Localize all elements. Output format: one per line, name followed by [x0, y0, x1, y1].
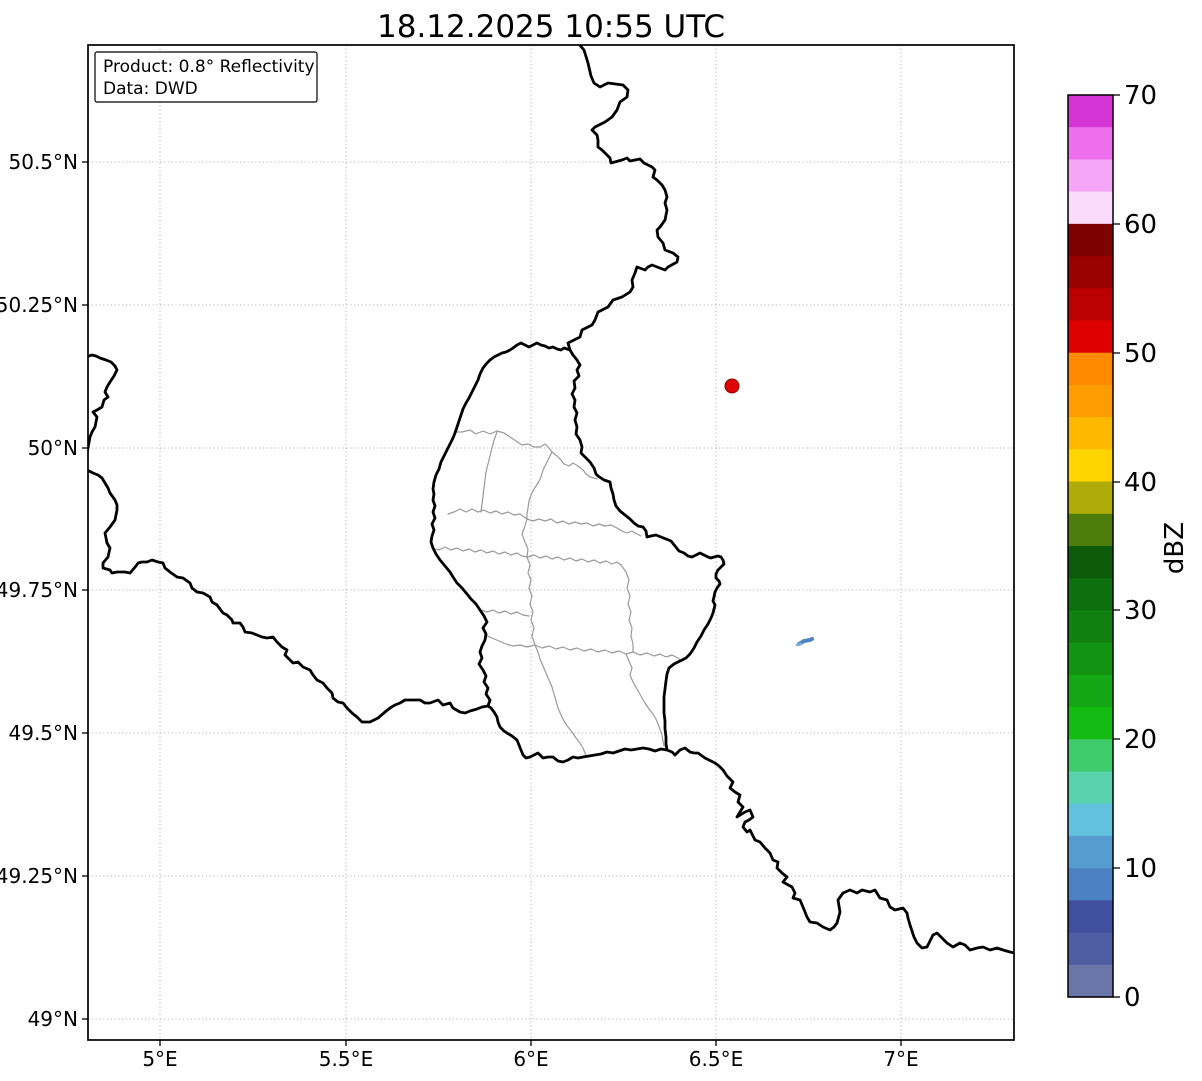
- colorbar-tick-labels: 70 60 50 40 30 20 10 0: [1124, 81, 1157, 1013]
- colorbar-segment: [1068, 771, 1113, 805]
- colorbar-segment: [1068, 223, 1113, 257]
- colorbar-segment: [1068, 932, 1113, 966]
- canton-line: [526, 451, 553, 520]
- colorbar-segment: [1068, 674, 1113, 708]
- lat-label: 50.5°N: [9, 150, 79, 174]
- colorbar-tick-label: 20: [1124, 725, 1157, 755]
- border-france-germany: [665, 746, 1014, 955]
- colorbar-tick-label: 0: [1124, 983, 1141, 1013]
- colorbar-segment: [1068, 417, 1113, 450]
- canton-line: [480, 609, 530, 617]
- lat-label: 50°N: [28, 436, 78, 460]
- lon-label: 6.5°E: [689, 1047, 743, 1071]
- colorbar-segment: [1068, 578, 1113, 612]
- colorbar-segment: [1068, 513, 1113, 547]
- radar-echo: [795, 637, 814, 647]
- colorbar-segment: [1068, 127, 1113, 161]
- colorbar-segment: [1068, 288, 1113, 322]
- lat-label: 50.25°N: [0, 293, 78, 317]
- colorbar-ticks: [1113, 94, 1120, 998]
- canton-borders: [435, 429, 681, 757]
- info-box-product: Product: 0.8° Reflectivity: [103, 57, 315, 77]
- colorbar-unit-label: dBZ: [1160, 522, 1190, 574]
- lat-label: 49.5°N: [9, 721, 79, 745]
- colorbar-frame: [1067, 94, 1114, 998]
- canton-line: [620, 564, 634, 653]
- lat-label: 49.25°N: [0, 864, 78, 888]
- colorbar-segment: [1068, 320, 1113, 354]
- lon-label: 7°E: [883, 1047, 918, 1071]
- graticule: [88, 45, 1014, 1040]
- lon-label: 5.5°E: [319, 1047, 373, 1071]
- axis-ticks: [82, 161, 902, 1046]
- canton-line: [534, 644, 587, 757]
- canton-line: [484, 634, 681, 661]
- country-borders: [88, 45, 1014, 955]
- info-box: Product: 0.8° Reflectivity Data: DWD: [94, 51, 318, 103]
- colorbar-segment: [1068, 739, 1113, 773]
- colorbar-segment: [1068, 900, 1113, 934]
- canton-line: [521, 518, 536, 646]
- canton-line: [551, 451, 598, 480]
- colorbar-segment: [1068, 610, 1113, 644]
- colorbar-segment: [1068, 546, 1113, 579]
- colorbar-segment: [1068, 352, 1113, 386]
- colorbar-segment: [1068, 191, 1113, 225]
- colorbar-segment: [1068, 835, 1113, 869]
- colorbar-tick-label: 60: [1124, 210, 1157, 240]
- colorbar-segment: [1068, 707, 1113, 740]
- colorbar-tick-label: 40: [1124, 468, 1157, 498]
- colorbar-segment: [1068, 868, 1113, 901]
- colorbar-segment: [1068, 642, 1113, 676]
- radar-echo-core: [797, 637, 814, 646]
- lon-label: 5°E: [142, 1047, 177, 1071]
- colorbar-segment: [1068, 256, 1113, 289]
- plot-frame: [87, 44, 1015, 1041]
- colorbar-segment: [1068, 95, 1113, 128]
- info-box-frame: [94, 51, 318, 103]
- canton-line: [435, 546, 622, 566]
- lon-tick-labels: 5°E 5.5°E 6°E 6.5°E 7°E: [142, 1047, 918, 1071]
- colorbar-tick-label: 10: [1124, 854, 1157, 884]
- colorbar-segment: [1068, 384, 1113, 418]
- colorbar-tick-label: 70: [1124, 81, 1157, 111]
- canton-line: [480, 431, 498, 513]
- border-france-belgium-fragment: [88, 353, 119, 455]
- colorbar-segments: [1068, 95, 1113, 998]
- figure-title: 18.12.2025 10:55 UTC: [377, 9, 725, 45]
- radar-echo-tip: [795, 642, 803, 647]
- colorbar-tick-label: 50: [1124, 339, 1157, 369]
- colorbar: 70 60 50 40 30 20 10 0 dBZ: [1067, 81, 1190, 1013]
- lon-label: 6°E: [513, 1047, 548, 1071]
- colorbar-tick-label: 30: [1124, 596, 1157, 626]
- canton-line: [456, 429, 553, 453]
- colorbar-segment: [1068, 449, 1113, 483]
- colorbar-segment: [1068, 481, 1113, 515]
- colorbar-segment: [1068, 964, 1113, 998]
- border-germany-belgium: [566, 45, 680, 352]
- colorbar-segment: [1068, 159, 1113, 193]
- lat-label: 49.75°N: [0, 578, 78, 602]
- info-box-source: Data: DWD: [103, 79, 198, 99]
- canton-line: [625, 653, 665, 747]
- radar-site-marker: [724, 378, 740, 394]
- lat-label: 49°N: [28, 1007, 78, 1031]
- border-france-belgium: [88, 468, 490, 724]
- plot-background: [88, 45, 1014, 1040]
- border-luxembourg: [429, 341, 726, 764]
- colorbar-segment: [1068, 803, 1113, 837]
- lat-tick-labels: 50.5°N 50.25°N 50°N 49.75°N 49.5°N 49.25…: [0, 150, 78, 1031]
